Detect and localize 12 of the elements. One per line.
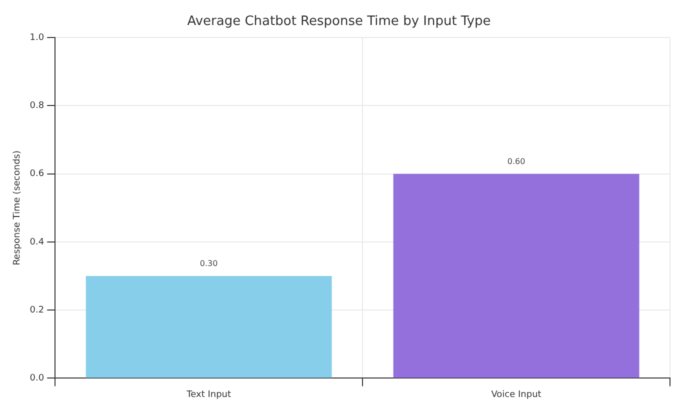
y-tick-label: 0.4	[30, 237, 44, 248]
y-tick-label: 0.2	[30, 305, 44, 316]
y-tick-label: 0.6	[30, 169, 44, 180]
y-tick-label: 1.0	[30, 32, 44, 43]
x-tick-label: Text Input	[186, 390, 232, 400]
y-axis-title: Response Time (seconds)	[12, 150, 23, 266]
y-tick-label: 0.0	[30, 374, 44, 384]
data-label: 0.60	[507, 156, 526, 166]
y-tick-label: 0.8	[30, 101, 44, 112]
x-tick-label: Voice Input	[491, 390, 542, 400]
chart-title: Average Chatbot Response Time by Input Type	[187, 14, 491, 30]
data-label: 0.30	[200, 259, 218, 268]
